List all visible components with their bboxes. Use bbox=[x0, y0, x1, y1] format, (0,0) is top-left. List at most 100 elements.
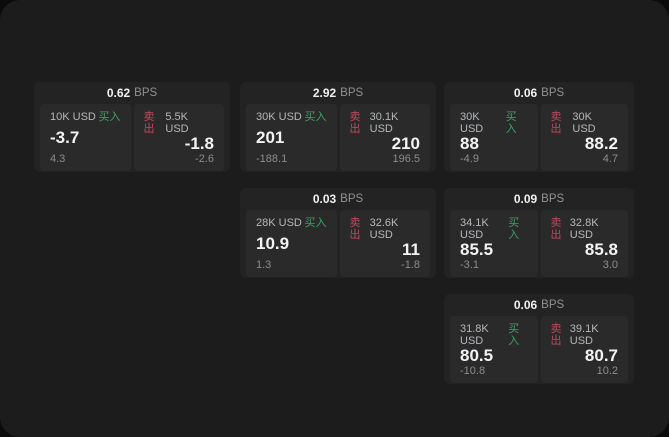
sell-side-label: 卖出 bbox=[143, 111, 155, 135]
buy-panel-top: 31.8K USD 买入 bbox=[460, 323, 528, 347]
buy-price: -3.7 bbox=[50, 128, 80, 147]
bps-header: 0.06 BPS bbox=[444, 294, 634, 316]
buy-delta: -3.1 bbox=[460, 259, 479, 271]
bps-header: 0.03 BPS bbox=[240, 188, 436, 210]
buy-panel[interactable]: 30K USD 买入 88 -4.9 bbox=[450, 104, 538, 171]
quote-card: 0.62 BPS 10K USD 买入 -3.7 4.3 卖出 5.5K USD… bbox=[34, 82, 230, 172]
buy-panel-top: 28K USD 买入 bbox=[256, 217, 327, 229]
sell-panel-top: 卖出 32.6K USD bbox=[350, 217, 421, 241]
sell-panel[interactable]: 卖出 30.1K USD 210 196.5 bbox=[339, 104, 430, 171]
sell-delta: 10.2 bbox=[596, 365, 618, 377]
buy-side-label: 买入 bbox=[508, 217, 520, 241]
bps-value: 0.06 bbox=[513, 86, 538, 100]
buy-price: 80.5 bbox=[460, 346, 494, 365]
sell-price: 11 bbox=[402, 240, 420, 259]
sell-delta: 3.0 bbox=[602, 259, 618, 271]
buy-panel-top: 10K USD 买入 bbox=[50, 111, 121, 123]
sell-amount: 32.6K USD bbox=[369, 217, 399, 241]
buy-side-label: 买入 bbox=[304, 111, 327, 123]
buy-panel-top: 30K USD 买入 bbox=[256, 111, 327, 123]
buy-panel[interactable]: 28K USD 买入 10.9 1.3 bbox=[246, 210, 337, 277]
quote-card: 0.09 BPS 34.1K USD 买入 85.5 -3.1 卖出 32.8K… bbox=[444, 188, 634, 278]
bps-unit-label: BPS bbox=[541, 87, 565, 99]
bps-header: 2.92 BPS bbox=[240, 82, 436, 104]
sell-amount: 32.8K USD bbox=[569, 217, 599, 241]
sell-side-label: 卖出 bbox=[550, 217, 562, 241]
sell-panel-top: 卖出 5.5K USD bbox=[144, 111, 215, 135]
bps-unit-label: BPS bbox=[340, 193, 364, 205]
quote-card-body: 30K USD 买入 88 -4.9 卖出 30K USD 88.2 4.7 bbox=[444, 104, 634, 175]
sell-price: 80.7 bbox=[584, 346, 618, 365]
bps-value: 0.09 bbox=[513, 192, 538, 206]
buy-amount: 34.1K USD bbox=[460, 217, 489, 241]
sell-amount: 30.1K USD bbox=[369, 111, 399, 135]
sell-panel-top: 卖出 32.8K USD bbox=[551, 217, 619, 241]
sell-delta: 4.7 bbox=[602, 153, 618, 165]
buy-delta: 1.3 bbox=[256, 259, 272, 271]
buy-amount: 28K USD bbox=[256, 217, 302, 229]
sell-side-label: 卖出 bbox=[550, 323, 562, 347]
sell-side-label: 卖出 bbox=[349, 217, 361, 241]
buy-delta: -4.9 bbox=[460, 153, 479, 165]
bps-value: 0.62 bbox=[106, 86, 131, 100]
bps-value: 0.06 bbox=[513, 298, 538, 312]
buy-side-label: 买入 bbox=[98, 111, 121, 123]
quote-card: 0.03 BPS 28K USD 买入 10.9 1.3 卖出 32.6K US… bbox=[240, 188, 436, 278]
sell-panel[interactable]: 卖出 30K USD 88.2 4.7 bbox=[540, 104, 628, 171]
sell-panel[interactable]: 卖出 32.8K USD 85.8 3.0 bbox=[540, 210, 628, 277]
buy-amount: 30K USD bbox=[460, 111, 484, 135]
bps-unit-label: BPS bbox=[541, 193, 565, 205]
bps-header: 0.62 BPS bbox=[34, 82, 230, 104]
sell-panel-top: 卖出 39.1K USD bbox=[551, 323, 619, 347]
buy-amount: 31.8K USD bbox=[460, 323, 489, 347]
sell-delta: 196.5 bbox=[392, 153, 420, 165]
bps-header: 0.06 BPS bbox=[444, 82, 634, 104]
sell-panel[interactable]: 卖出 5.5K USD -1.8 -2.6 bbox=[133, 104, 224, 171]
bps-header: 0.09 BPS bbox=[444, 188, 634, 210]
sell-price: 88.2 bbox=[584, 134, 618, 153]
buy-side-label: 买入 bbox=[505, 111, 517, 135]
quote-card-body: 10K USD 买入 -3.7 4.3 卖出 5.5K USD -1.8 -2.… bbox=[34, 104, 230, 175]
buy-panel[interactable]: 10K USD 买入 -3.7 4.3 bbox=[40, 104, 131, 171]
quote-card-body: 31.8K USD 买入 80.5 -10.8 卖出 39.1K USD 80.… bbox=[444, 316, 634, 387]
quote-card-body: 30K USD 买入 201 -188.1 卖出 30.1K USD 210 1… bbox=[240, 104, 436, 175]
sell-price: 210 bbox=[391, 134, 420, 153]
sell-panel-top: 卖出 30K USD bbox=[551, 111, 619, 135]
sell-side-label: 卖出 bbox=[550, 111, 562, 135]
buy-delta: -10.8 bbox=[460, 365, 486, 377]
sell-amount: 39.1K USD bbox=[569, 323, 599, 347]
buy-delta: 4.3 bbox=[50, 153, 66, 165]
buy-side-label: 买入 bbox=[304, 217, 327, 229]
sell-panel[interactable]: 卖出 39.1K USD 80.7 10.2 bbox=[540, 316, 628, 383]
sell-panel-top: 卖出 30.1K USD bbox=[350, 111, 421, 135]
bps-unit-label: BPS bbox=[340, 87, 364, 99]
buy-panel[interactable]: 31.8K USD 买入 80.5 -10.8 bbox=[450, 316, 538, 383]
sell-side-label: 卖出 bbox=[349, 111, 361, 135]
quote-card-body: 28K USD 买入 10.9 1.3 卖出 32.6K USD 11 -1.8 bbox=[240, 210, 436, 281]
quote-card: 0.06 BPS 31.8K USD 买入 80.5 -10.8 卖出 39.1… bbox=[444, 294, 634, 384]
buy-panel[interactable]: 30K USD 买入 201 -188.1 bbox=[246, 104, 337, 171]
buy-amount: 10K USD bbox=[50, 111, 96, 123]
sell-amount: 30K USD bbox=[572, 111, 596, 135]
quote-card: 2.92 BPS 30K USD 买入 201 -188.1 卖出 30.1K … bbox=[240, 82, 436, 172]
bps-unit-label: BPS bbox=[541, 299, 565, 311]
quote-card-body: 34.1K USD 买入 85.5 -3.1 卖出 32.8K USD 85.8… bbox=[444, 210, 634, 281]
buy-panel-top: 34.1K USD 买入 bbox=[460, 217, 528, 241]
quote-card: 0.06 BPS 30K USD 买入 88 -4.9 卖出 30K USD 8… bbox=[444, 82, 634, 172]
buy-amount: 30K USD bbox=[256, 111, 302, 123]
buy-price: 88 bbox=[460, 134, 479, 153]
sell-price: 85.8 bbox=[584, 240, 618, 259]
buy-price: 201 bbox=[256, 128, 285, 147]
buy-side-label: 买入 bbox=[508, 323, 520, 347]
sell-amount: 5.5K USD bbox=[165, 111, 189, 135]
sell-panel[interactable]: 卖出 32.6K USD 11 -1.8 bbox=[339, 210, 430, 277]
bps-unit-label: BPS bbox=[134, 87, 158, 99]
buy-price: 85.5 bbox=[460, 240, 494, 259]
buy-price: 10.9 bbox=[256, 234, 290, 253]
sell-delta: -2.6 bbox=[195, 153, 214, 165]
bps-value: 0.03 bbox=[312, 192, 337, 206]
bps-value: 2.92 bbox=[312, 86, 337, 100]
buy-panel[interactable]: 34.1K USD 买入 85.5 -3.1 bbox=[450, 210, 538, 277]
sell-delta: -1.8 bbox=[401, 259, 420, 271]
